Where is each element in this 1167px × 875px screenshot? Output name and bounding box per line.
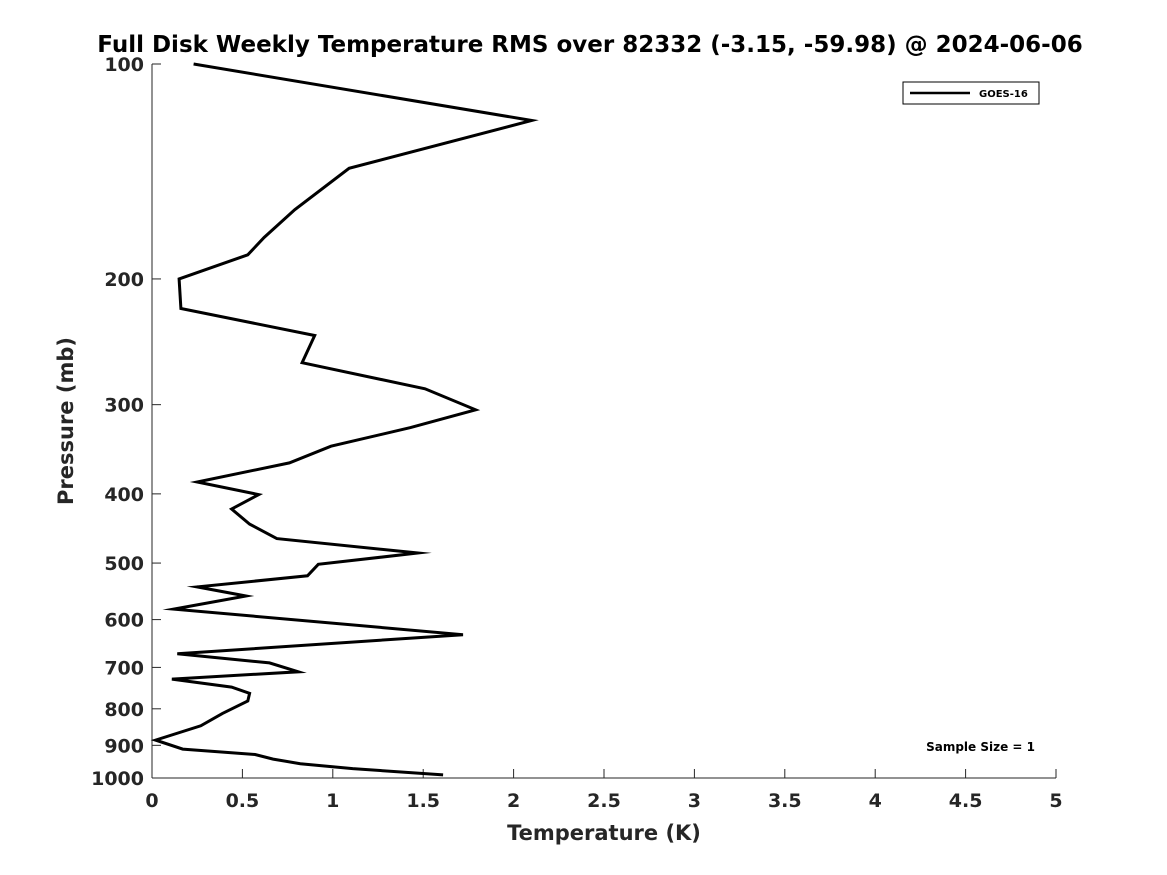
x-axis-label: Temperature (K): [507, 821, 701, 845]
chart-title: Full Disk Weekly Temperature RMS over 82…: [97, 32, 1083, 58]
y-tick-label: 900: [104, 735, 144, 757]
axes: [151, 64, 1056, 779]
x-tick-label: 4: [869, 790, 882, 812]
y-tick-label: 600: [104, 610, 144, 632]
x-tick-label: 3: [688, 790, 701, 812]
y-tick-label: 100: [104, 54, 144, 76]
y-axis-ticks: 100 200 300 400 500 600 700 800 900 1000: [91, 54, 161, 790]
x-tick-label: 1.5: [406, 790, 440, 812]
x-tick-label: 5: [1049, 790, 1062, 812]
y-tick-label: 500: [104, 553, 144, 575]
plot-area: [150, 62, 539, 777]
x-tick-label: 0.5: [226, 790, 260, 812]
series-line-goes-16: [150, 62, 539, 777]
x-tick-label: 1: [326, 790, 339, 812]
y-tick-label: 800: [104, 699, 144, 721]
x-tick-label: 2: [507, 790, 520, 812]
x-axis-ticks: 0 0.5 1 1.5 2 2.5 3 3.5 4 4.5 5: [145, 769, 1063, 812]
y-tick-label: 700: [104, 657, 144, 679]
y-tick-label: 200: [104, 269, 144, 291]
y-tick-label: 400: [104, 484, 144, 506]
x-tick-label: 4.5: [949, 790, 983, 812]
legend: GOES-16: [902, 81, 1040, 105]
legend-entry-goes-16: GOES-16: [979, 89, 1028, 100]
sample-size-annotation: Sample Size = 1: [926, 740, 1035, 754]
y-axis-label: Pressure (mb): [54, 337, 78, 505]
x-tick-label: 2.5: [587, 790, 621, 812]
x-tick-label: 3.5: [768, 790, 802, 812]
y-tick-label: 300: [104, 395, 144, 417]
x-tick-label: 0: [145, 790, 158, 812]
y-tick-label: 1000: [91, 768, 144, 790]
legend-box: [902, 81, 1040, 105]
